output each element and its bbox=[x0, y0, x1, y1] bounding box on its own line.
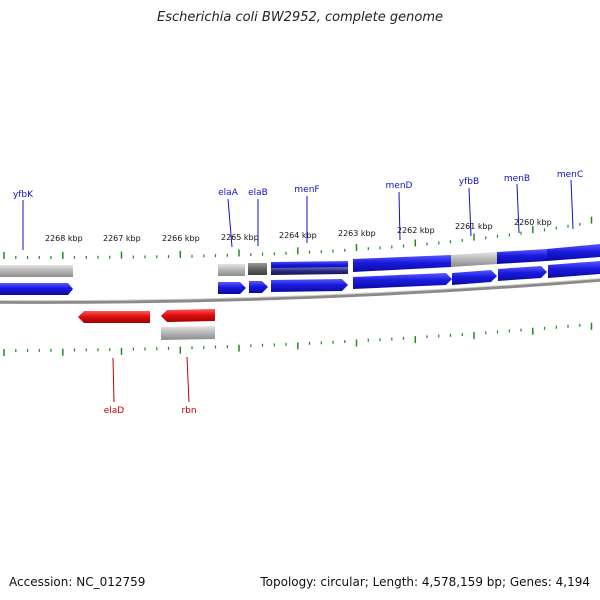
genome-backbone bbox=[0, 278, 600, 304]
scale-label-2262: 2262 kbp bbox=[397, 226, 435, 235]
scale-label-2264: 2264 kbp bbox=[279, 231, 317, 240]
gene-label-elaA: elaA bbox=[218, 188, 239, 198]
feature-blue-menD bbox=[353, 255, 451, 272]
gene-label-yfbB: yfbB bbox=[459, 177, 479, 187]
gene-label-yfbK: yfbK bbox=[13, 190, 34, 200]
gene-label-menB: menB bbox=[504, 174, 530, 184]
gene-arrow-yfbB bbox=[452, 270, 497, 285]
gene-arrow-menD bbox=[353, 273, 452, 289]
scale-label-2267: 2267 kbp bbox=[103, 234, 141, 243]
scale-label-2261: 2261 kbp bbox=[455, 222, 493, 231]
scale-label-2260: 2260 kbp bbox=[514, 218, 552, 227]
feature-gray-rbn bbox=[161, 326, 215, 340]
feature-blue-menB bbox=[497, 249, 547, 264]
feature-gray-yfbK bbox=[0, 265, 73, 277]
gene-arrow-yfbK bbox=[0, 283, 73, 295]
gene-arrow-elaB bbox=[249, 281, 268, 293]
genome-backbone-highlight bbox=[0, 278, 600, 302]
feature-dark-elaB bbox=[248, 263, 267, 275]
gene-label-menF: menF bbox=[294, 185, 319, 195]
feature-gray-elaA bbox=[218, 264, 245, 276]
gene-arrow-elaA bbox=[218, 282, 246, 294]
gene-arrow-menC bbox=[548, 261, 600, 278]
scale-label-2263: 2263 kbp bbox=[338, 229, 376, 238]
gene-arrow-menB bbox=[498, 266, 547, 281]
reverse-label-leaders bbox=[112, 356, 190, 403]
gene-label-menD: menD bbox=[386, 181, 413, 191]
scale-label-2266: 2266 kbp bbox=[162, 234, 200, 243]
genome-title: Escherichia coli BW2952, complete genome bbox=[157, 10, 443, 25]
feature-dark-menF-bottom bbox=[271, 267, 348, 275]
gene-label-menC: menC bbox=[557, 170, 583, 180]
lower-tick-ruler bbox=[3, 322, 593, 356]
feature-blue-menC bbox=[547, 244, 600, 261]
gene-arrow-elaD bbox=[78, 311, 150, 323]
feature-gray-yfbB bbox=[451, 252, 497, 267]
scale-label-2265: 2265 kbp bbox=[221, 233, 259, 242]
upper-tick-ruler bbox=[3, 216, 593, 259]
forward-label-leaders bbox=[22, 179, 574, 250]
gene-label-rbn: rbn bbox=[181, 406, 196, 416]
accession-text: Accession: NC_012759 bbox=[9, 575, 146, 589]
scale-label-2268: 2268 kbp bbox=[45, 234, 83, 243]
genome-summary-text: Topology: circular; Length: 4,578,159 bp… bbox=[260, 575, 590, 589]
gene-arrow-menF bbox=[271, 279, 348, 292]
gene-arrow-rbn bbox=[161, 309, 215, 322]
feature-blue-menF-top bbox=[271, 261, 348, 269]
gene-label-elaB: elaB bbox=[248, 188, 268, 198]
gene-label-elaD: elaD bbox=[104, 406, 125, 416]
